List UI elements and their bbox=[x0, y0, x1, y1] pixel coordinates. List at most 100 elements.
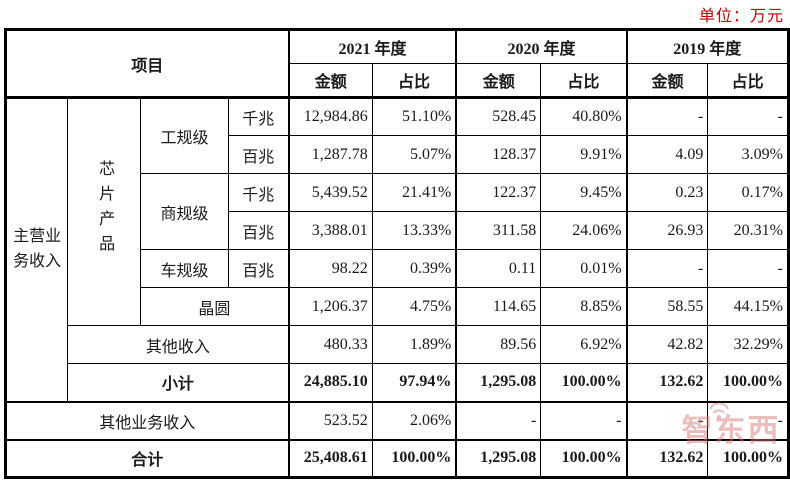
column-header-year-2019: 2019 年度 bbox=[625, 29, 789, 64]
table-row-subtotal: 小计 24,885.10 97.94% 1,295.08 100.00% 132… bbox=[6, 363, 789, 403]
cell-ratio-2020: 9.91% bbox=[540, 135, 628, 174]
column-header-ratio-2021: 占比 bbox=[371, 63, 457, 99]
cell-amount-2019: 0.23 bbox=[625, 173, 709, 212]
cell-amount-2019: 4.09 bbox=[625, 135, 709, 174]
cell-ratio-2021: 100.00% bbox=[371, 439, 457, 478]
row-label-megabit: 百兆 bbox=[227, 135, 290, 174]
row-label-subtotal: 小计 bbox=[67, 363, 290, 403]
row-label-gigabit: 千兆 bbox=[227, 97, 290, 136]
header-row-subheaders: 金额 占比 金额 占比 金额 占比 bbox=[6, 63, 789, 99]
cell-ratio-2019: - bbox=[707, 249, 789, 288]
cell-ratio-2019: 44.15% bbox=[707, 287, 789, 326]
cell-ratio-2019: - bbox=[707, 97, 789, 136]
cell-amount-2019: 132.62 bbox=[625, 439, 709, 478]
column-header-amount-2020: 金额 bbox=[455, 63, 542, 99]
cell-amount-2019: - bbox=[625, 97, 709, 136]
cell-amount-2019: 42.82 bbox=[625, 325, 709, 364]
table-row-other-income: 其他收入 480.33 1.89% 89.56 6.92% 42.82 32.2… bbox=[6, 325, 789, 364]
cell-amount-2019: - bbox=[625, 401, 709, 441]
cell-amount-2021: 3,388.01 bbox=[287, 211, 373, 250]
table-row-other-business: 其他业务收入 523.52 2.06% - - - - bbox=[4, 401, 789, 441]
cell-ratio-2019: - bbox=[707, 401, 789, 441]
cell-amount-2019: 132.62 bbox=[625, 363, 709, 403]
column-header-amount-2019: 金额 bbox=[625, 63, 709, 99]
cell-ratio-2019: 20.31% bbox=[707, 211, 789, 250]
cell-ratio-2019: 0.17% bbox=[707, 173, 789, 212]
cell-amount-2021: 98.22 bbox=[287, 249, 373, 288]
row-group-chip-products: 芯片产品 bbox=[67, 97, 142, 326]
column-header-amount-2021: 金额 bbox=[287, 63, 373, 99]
table-row-commercial-megabit: 百兆 3,388.01 13.33% 311.58 24.06% 26.93 2… bbox=[6, 211, 789, 250]
table-row-industrial-megabit: 百兆 1,287.78 5.07% 128.37 9.91% 4.09 3.09… bbox=[6, 135, 789, 174]
cell-amount-2021: 523.52 bbox=[287, 401, 373, 441]
header-row-years: 项目 2021 年度 2020 年度 2019 年度 bbox=[4, 29, 789, 99]
row-label-automotive-grade: 车规级 bbox=[140, 249, 229, 288]
cell-ratio-2020: 8.85% bbox=[540, 287, 628, 326]
row-label-commercial-grade: 商规级 bbox=[140, 173, 229, 250]
cell-ratio-2021: 0.39% bbox=[371, 249, 457, 288]
cell-ratio-2019: 100.00% bbox=[707, 363, 789, 403]
cell-ratio-2020: 6.92% bbox=[540, 325, 628, 364]
column-header-ratio-2020: 占比 bbox=[540, 63, 628, 99]
cell-ratio-2021: 13.33% bbox=[371, 211, 457, 250]
cell-ratio-2020: - bbox=[540, 401, 628, 441]
cell-amount-2020: 89.56 bbox=[455, 325, 542, 364]
table-row-automotive-megabit: 车规级 百兆 98.22 0.39% 0.11 0.01% - - bbox=[6, 249, 789, 288]
cell-amount-2020: 0.11 bbox=[455, 249, 542, 288]
cell-amount-2019: 26.93 bbox=[625, 211, 709, 250]
cell-amount-2020: 114.65 bbox=[455, 287, 542, 326]
revenue-breakdown-table: 项目 2021 年度 2020 年度 2019 年度 金额 占比 金额 占比 金… bbox=[4, 28, 790, 479]
cell-ratio-2020: 9.45% bbox=[540, 173, 628, 212]
column-header-ratio-2019: 占比 bbox=[707, 63, 789, 99]
cell-amount-2021: 1,206.37 bbox=[287, 287, 373, 326]
cell-amount-2019: - bbox=[625, 249, 709, 288]
cell-ratio-2020: 24.06% bbox=[540, 211, 628, 250]
row-label-gigabit: 千兆 bbox=[227, 173, 290, 212]
cell-amount-2021: 1,287.78 bbox=[287, 135, 373, 174]
cell-ratio-2019: 3.09% bbox=[707, 135, 789, 174]
cell-ratio-2020: 100.00% bbox=[540, 439, 628, 478]
table-row-wafer: 晶圆 1,206.37 4.75% 114.65 8.85% 58.55 44.… bbox=[6, 287, 789, 326]
chip-products-label: 芯片产品 bbox=[96, 160, 114, 260]
cell-ratio-2021: 2.06% bbox=[371, 401, 457, 441]
cell-ratio-2021: 97.94% bbox=[371, 363, 457, 403]
cell-ratio-2020: 100.00% bbox=[540, 363, 628, 403]
cell-amount-2020: 1,295.08 bbox=[455, 363, 542, 403]
row-label-megabit: 百兆 bbox=[227, 249, 290, 288]
cell-amount-2021: 25,408.61 bbox=[287, 439, 373, 478]
row-label-industrial-grade: 工规级 bbox=[140, 97, 229, 174]
cell-ratio-2021: 4.75% bbox=[371, 287, 457, 326]
cell-amount-2020: 528.45 bbox=[455, 97, 542, 136]
cell-ratio-2020: 40.80% bbox=[540, 97, 628, 136]
cell-ratio-2019: 32.29% bbox=[707, 325, 789, 364]
cell-ratio-2021: 21.41% bbox=[371, 173, 457, 212]
row-label-other-business: 其他业务收入 bbox=[4, 401, 290, 441]
cell-amount-2020: 311.58 bbox=[455, 211, 542, 250]
cell-ratio-2021: 5.07% bbox=[371, 135, 457, 174]
row-group-main-revenue: 主营业务收入 bbox=[4, 97, 69, 403]
cell-amount-2020: 1,295.08 bbox=[455, 439, 542, 478]
unit-label: 单位：万元 bbox=[698, 8, 784, 25]
row-label-total: 合计 bbox=[4, 439, 290, 478]
cell-amount-2021: 5,439.52 bbox=[287, 173, 373, 212]
table-row-total: 合计 25,408.61 100.00% 1,295.08 100.00% 13… bbox=[4, 439, 789, 478]
table-row-commercial-gigabit: 商规级 千兆 5,439.52 21.41% 122.37 9.45% 0.23… bbox=[6, 173, 789, 250]
cell-amount-2021: 480.33 bbox=[287, 325, 373, 364]
column-header-item: 项目 bbox=[4, 29, 290, 99]
row-label-megabit: 百兆 bbox=[227, 211, 290, 250]
cell-amount-2019: 58.55 bbox=[625, 287, 709, 326]
cell-amount-2021: 12,984.86 bbox=[287, 97, 373, 136]
row-label-other-income: 其他收入 bbox=[67, 325, 290, 364]
row-label-wafer: 晶圆 bbox=[140, 287, 290, 326]
cell-amount-2020: - bbox=[455, 401, 542, 441]
cell-ratio-2021: 1.89% bbox=[371, 325, 457, 364]
table-row-industrial-gigabit: 主营业务收入 芯片产品 工规级 千兆 12,984.86 51.10% 528.… bbox=[4, 97, 789, 403]
cell-amount-2020: 122.37 bbox=[455, 173, 542, 212]
cell-ratio-2021: 51.10% bbox=[371, 97, 457, 136]
cell-amount-2020: 128.37 bbox=[455, 135, 542, 174]
cell-amount-2021: 24,885.10 bbox=[287, 363, 373, 403]
cell-ratio-2020: 0.01% bbox=[540, 249, 628, 288]
column-header-year-2021: 2021 年度 bbox=[287, 29, 457, 64]
cell-ratio-2019: 100.00% bbox=[707, 439, 789, 478]
column-header-year-2020: 2020 年度 bbox=[455, 29, 628, 64]
